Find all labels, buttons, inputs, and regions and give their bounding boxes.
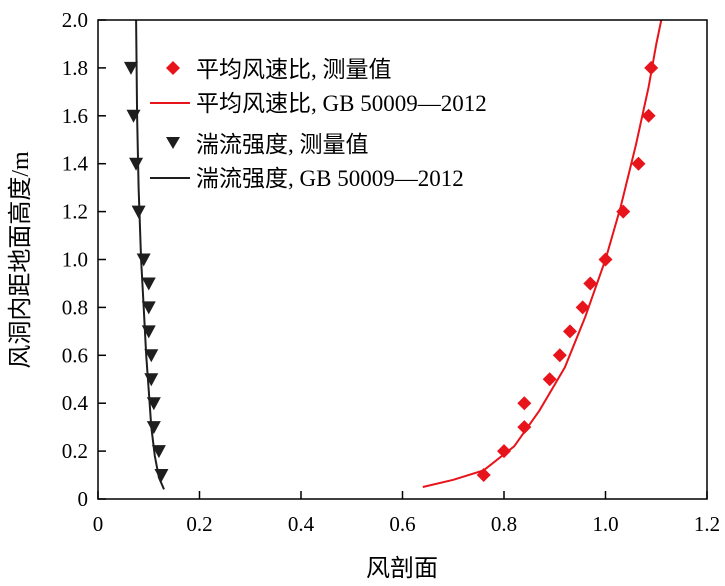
y-tick-label: 1.4 (62, 152, 89, 176)
data-point-diamond (542, 372, 557, 387)
data-point-diamond (575, 300, 590, 315)
plot-frame (97, 19, 708, 500)
y-tick-label: 0.4 (62, 391, 89, 415)
series-line-1 (422, 19, 663, 488)
plot-area (123, 19, 663, 490)
y-tick-label: 0.6 (62, 343, 88, 367)
x-axis-label: 风剖面 (366, 555, 438, 582)
x-tick-label: 1.2 (694, 512, 720, 536)
y-tick-label: 1.0 (62, 248, 88, 272)
x-tick-label: 0.4 (288, 512, 315, 536)
data-point-diamond (497, 444, 511, 459)
data-point-diamond (631, 156, 646, 171)
legend-label-series-0: 平均风速比, 测量值 (196, 57, 392, 82)
data-point-diamond (562, 324, 577, 339)
data-point-triangle (144, 349, 159, 363)
x-tick-label: 0.6 (389, 512, 415, 536)
data-point-triangle (126, 109, 141, 123)
x-axis: 0 0.2 0.4 0.6 0.8 1.0 1.2 (93, 491, 720, 536)
legend-label-series-3: 湍流强度, GB 50009—2012 (196, 166, 464, 191)
data-point-triangle (144, 373, 159, 387)
data-point-triangle (151, 445, 166, 459)
x-tick-label: 1.0 (592, 512, 618, 536)
data-point-diamond (552, 348, 567, 363)
y-axis-label: 风洞内距地面高度/m (7, 151, 34, 369)
data-point-triangle (136, 253, 151, 267)
legend-marker-triangle (166, 137, 180, 149)
data-point-diamond (517, 396, 532, 411)
legend-label-series-2: 湍流强度, 测量值 (196, 132, 369, 157)
y-tick-label: 1.8 (62, 56, 88, 80)
legend-marker-diamond (166, 61, 180, 75)
data-point-diamond (517, 420, 532, 435)
y-tick-label: 0.2 (62, 439, 88, 463)
y-tick-label: 0 (78, 487, 89, 511)
data-point-triangle (154, 469, 169, 483)
y-tick-label: 0.8 (62, 295, 88, 319)
data-point-triangle (129, 157, 144, 171)
y-axis: 0 0.2 0.4 0.6 0.8 1.0 1.2 1.4 1.6 1.8 2.0 (62, 8, 106, 511)
y-tick-label: 1.2 (62, 200, 88, 224)
x-tick-label: 0.8 (491, 512, 517, 536)
data-point-diamond (583, 276, 598, 291)
x-tick-label: 0 (93, 512, 104, 536)
data-point-diamond (641, 108, 656, 123)
legend-label-series-1: 平均风速比, GB 50009—2012 (196, 91, 487, 116)
series-line-3 (135, 19, 165, 490)
x-tick-label: 0.2 (186, 512, 212, 536)
y-tick-label: 1.6 (62, 104, 88, 128)
data-point-triangle (141, 301, 156, 315)
legend: 平均风速比, 测量值 平均风速比, GB 50009—2012 湍流强度, 测量… (150, 57, 487, 191)
data-point-triangle (146, 421, 161, 435)
y-tick-label: 2.0 (62, 8, 88, 32)
data-point-triangle (141, 277, 156, 291)
data-point-triangle (123, 61, 138, 75)
